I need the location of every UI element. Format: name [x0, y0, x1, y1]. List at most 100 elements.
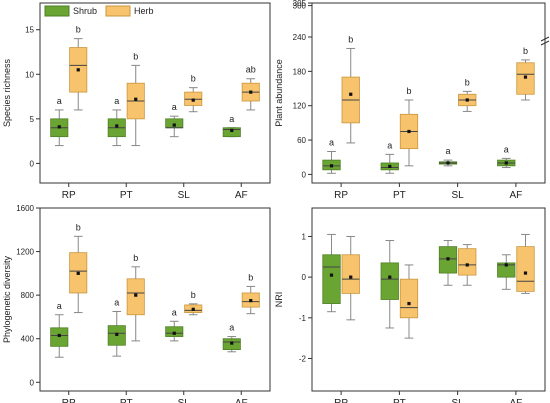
mean-marker: [504, 263, 508, 267]
axis-break-mark: [540, 40, 550, 46]
significance-letter: b: [191, 290, 196, 300]
significance-letter: a: [114, 297, 119, 307]
shrub-box-SL: a: [438, 146, 458, 167]
mean-marker: [172, 331, 176, 335]
significance-letter: a: [57, 96, 62, 106]
x-tick-label: SL: [178, 190, 191, 201]
mean-marker: [349, 275, 353, 279]
shrub-box-AF: a: [222, 323, 241, 353]
mean-marker: [191, 98, 195, 102]
herb-box-RP: [341, 235, 360, 321]
significance-letter: b: [133, 51, 138, 61]
iqr-box: [380, 262, 399, 300]
shrub-box-PT: [380, 240, 399, 329]
x-tick-label: AF: [235, 190, 248, 201]
mean-marker: [329, 164, 334, 168]
x-tick-label: PT: [120, 398, 133, 403]
shrub-box-RP: a: [50, 96, 69, 147]
significance-letter: b: [523, 46, 528, 56]
shrub-box-SL: a: [165, 307, 184, 342]
herb-box-PT: b: [126, 253, 145, 342]
herb-box-RP: b: [69, 25, 88, 111]
iqr-box: [222, 127, 241, 138]
x-tick-label: PT: [393, 190, 406, 201]
mean-marker: [388, 164, 392, 168]
significance-letter: a: [172, 307, 177, 317]
mean-marker: [172, 123, 176, 127]
significance-letter: ab: [246, 65, 256, 75]
significance-letter: a: [387, 140, 392, 150]
iqr-box: [341, 254, 360, 294]
mean-marker: [115, 124, 119, 128]
y-tick-label: 5: [30, 115, 35, 124]
shrub-box-PT: a: [107, 96, 126, 147]
significance-letter: b: [76, 222, 81, 232]
y-tick-label: 1600: [16, 204, 34, 213]
mean-marker: [523, 271, 528, 275]
significance-letter: a: [504, 144, 509, 154]
significance-letter: a: [329, 138, 334, 148]
shrub-box-PT: a: [380, 140, 399, 174]
mean-marker: [446, 161, 450, 165]
y-tick-label: 120: [293, 102, 307, 111]
shrub-box-RP: a: [50, 301, 69, 358]
x-tick-label: SL: [178, 398, 191, 403]
herb-box-AF: b: [516, 46, 535, 101]
mean-marker: [465, 98, 469, 102]
mean-marker: [191, 307, 195, 311]
axis-break-mark: [540, 36, 550, 42]
significance-letter: b: [348, 34, 353, 44]
y-tick-label: 1200: [16, 248, 34, 257]
significance-letter: b: [248, 272, 253, 282]
mean-marker: [446, 257, 450, 261]
mean-marker: [76, 271, 80, 275]
herb-box-PT: b: [126, 51, 145, 147]
x-tick-label: PT: [393, 398, 406, 403]
y-axis-label: Phylogenetic diversity: [2, 255, 12, 343]
herb-box-PT: [399, 264, 419, 339]
herb-box-SL: b: [184, 74, 203, 113]
mean-marker: [57, 333, 61, 338]
plot-frame: [39, 207, 271, 392]
iqr-box: [497, 262, 516, 278]
mean-marker: [407, 129, 411, 134]
herb-box-RP: b: [341, 34, 360, 144]
herb-box-RP: b: [69, 222, 88, 314]
y-tick-label: 10: [25, 70, 34, 79]
x-tick-label: AF: [509, 190, 522, 201]
significance-letter: b: [76, 25, 81, 35]
shrub-box-AF: a: [222, 114, 241, 138]
mean-marker: [349, 92, 353, 96]
x-tick-label: PT: [120, 190, 133, 201]
panel-4: -2 -1 0 1 NRI RP PT SL AF: [274, 207, 546, 403]
y-tick-label: 60: [297, 136, 306, 145]
significance-letter: a: [172, 102, 177, 112]
significance-letter: b: [191, 74, 196, 84]
shrub-box-SL: [438, 240, 458, 286]
y-tick-label: 0: [302, 170, 307, 179]
legend-herb-label: Herb: [134, 6, 154, 16]
y-tick-label: 0: [30, 159, 35, 168]
y-tick-label: 400: [21, 335, 35, 344]
y-tick-label: 15: [25, 26, 34, 35]
mean-marker: [230, 341, 234, 345]
significance-letter: b: [406, 86, 411, 96]
iqr-box: [165, 326, 184, 337]
legend-shrub-label: Shrub: [73, 6, 97, 16]
x-tick-label: RP: [334, 398, 348, 403]
y-tick-label: 1: [302, 232, 307, 241]
mean-marker: [230, 128, 234, 133]
mean-marker: [329, 273, 334, 277]
mean-marker: [504, 161, 508, 165]
significance-letter: a: [446, 146, 451, 156]
herb-box-AF: b: [241, 272, 260, 315]
y-axis-label: Plant abundance: [274, 59, 284, 127]
plot-frame: [39, 2, 271, 184]
x-tick-label: AF: [235, 398, 248, 403]
mean-marker: [465, 263, 469, 267]
mean-marker: [115, 332, 119, 336]
y-tick-label: 300: [293, 2, 307, 11]
